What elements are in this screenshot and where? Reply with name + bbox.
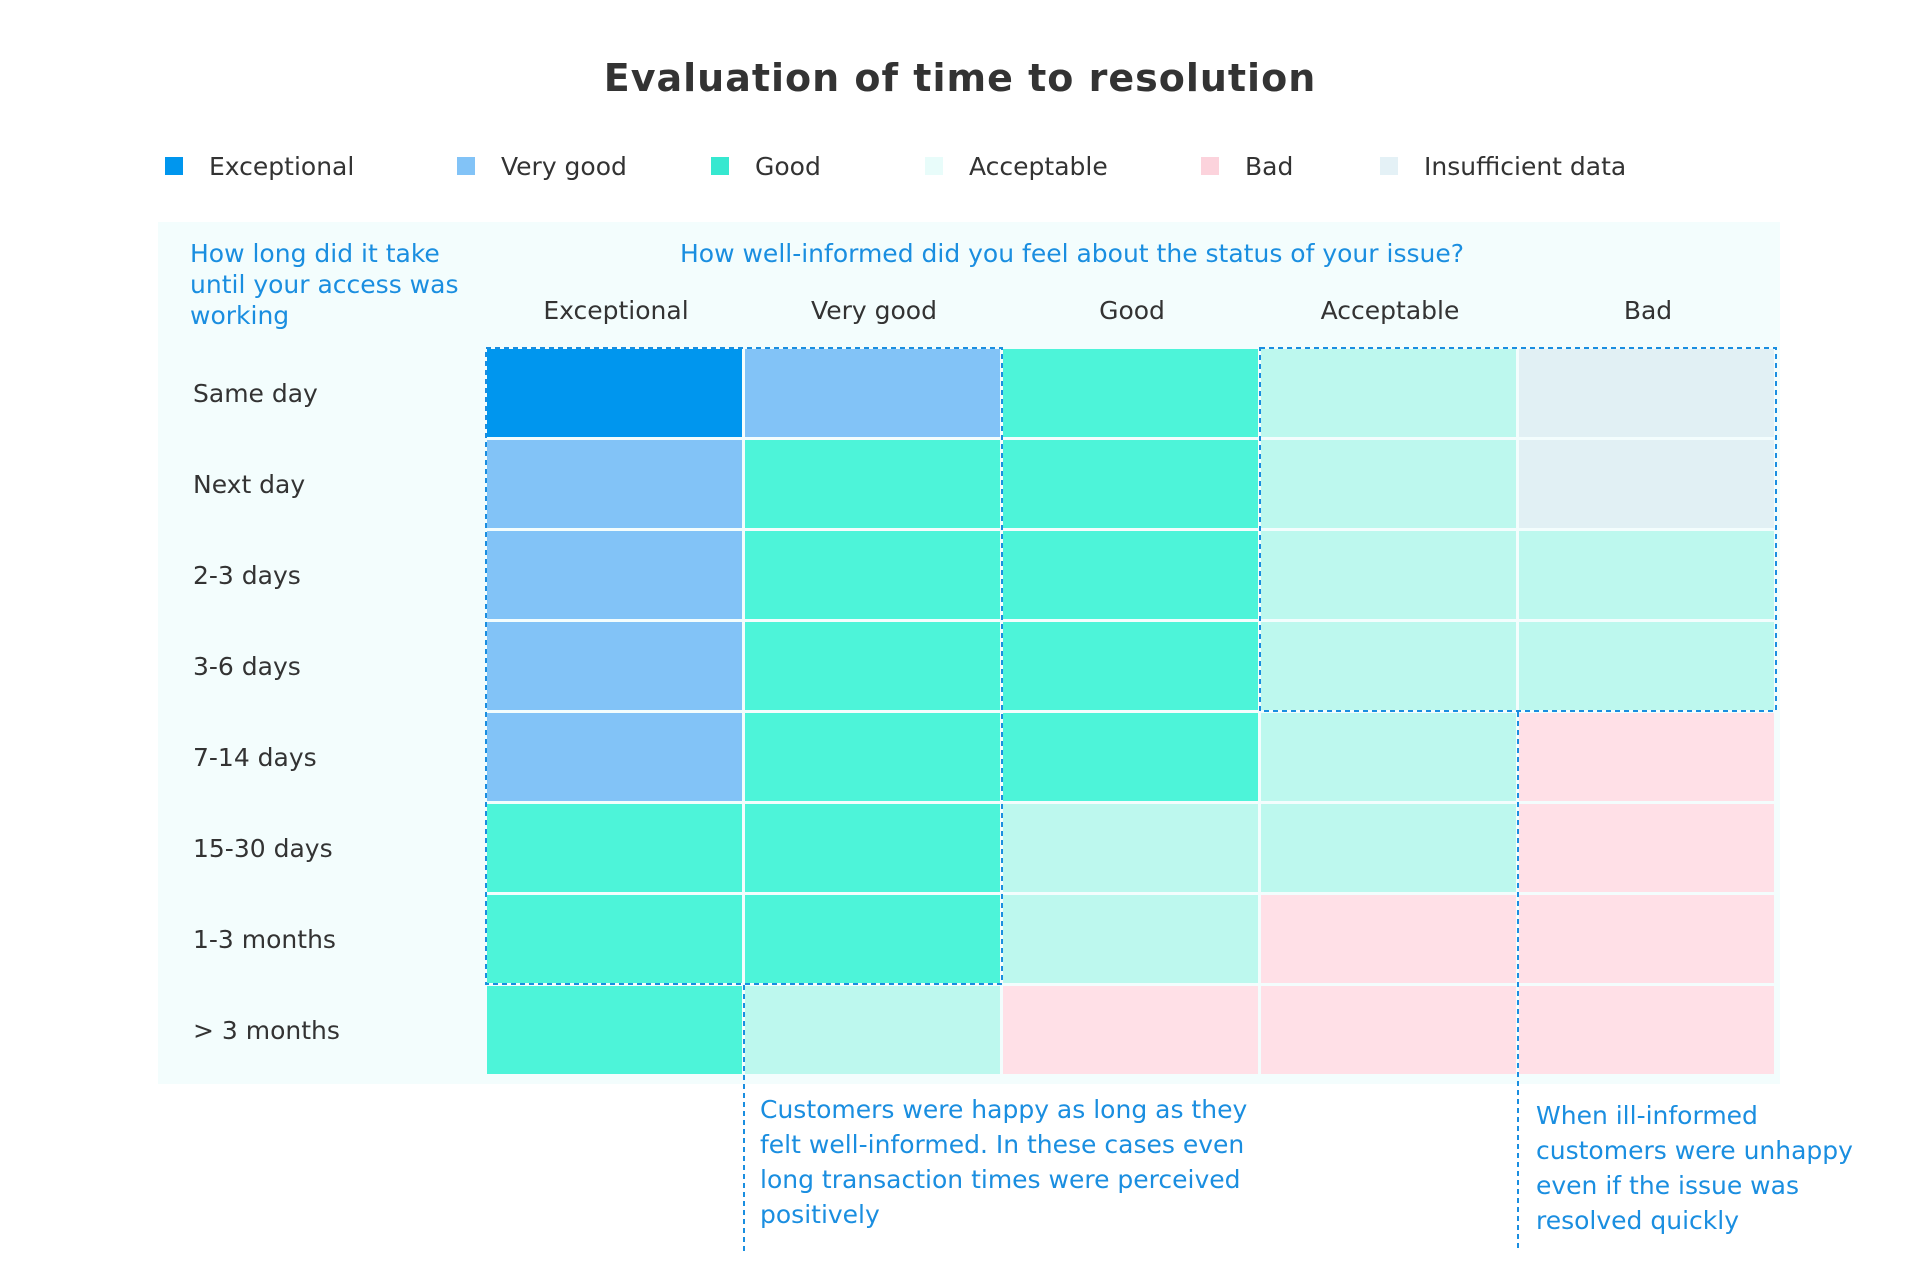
column-header: Bad xyxy=(1623,296,1673,325)
heatmap-cell xyxy=(1519,804,1774,892)
legend-label: Good xyxy=(755,151,821,181)
heatmap-cell xyxy=(487,986,742,1074)
legend-swatch xyxy=(1380,157,1398,175)
legend-swatch xyxy=(711,157,729,175)
heatmap-cell xyxy=(1519,622,1774,710)
heatmap-cell xyxy=(745,440,1000,528)
heatmap-cell xyxy=(487,440,742,528)
column-header: Very good xyxy=(811,296,937,325)
column-header: Acceptable xyxy=(1320,296,1460,325)
row-label: 3-6 days xyxy=(193,651,301,681)
heatmap-cell xyxy=(1003,895,1258,983)
heatmap-cell xyxy=(1003,622,1258,710)
heatmap-cell xyxy=(1003,440,1258,528)
heatmap-cell xyxy=(1261,531,1516,619)
heatmap-cell xyxy=(745,713,1000,801)
heatmap-cell xyxy=(1261,895,1516,983)
heatmap-cell xyxy=(1003,349,1258,437)
annotation-well-informed: Customers were happy as long as they fel… xyxy=(760,1095,1248,1229)
legend-swatch xyxy=(457,157,475,175)
heatmap-cell xyxy=(745,986,1000,1074)
legend-item-acceptable: Acceptable xyxy=(925,148,1108,184)
legend-item-good: Good xyxy=(711,148,821,184)
heatmap-cell xyxy=(1261,440,1516,528)
heatmap-cell xyxy=(1003,531,1258,619)
chart-title: Evaluation of time to resolution xyxy=(603,56,1317,100)
heatmap-cell xyxy=(745,531,1000,619)
heatmap-cell xyxy=(1519,713,1774,801)
legend-swatch xyxy=(165,157,183,175)
column-axis-label: How well-informed did you feel about the… xyxy=(680,239,1464,268)
heatmap-cell xyxy=(487,895,742,983)
heatmap-cell xyxy=(1519,531,1774,619)
column-header: Exceptional xyxy=(543,296,689,325)
annotation-ill-informed: When ill-informed customers were unhappy… xyxy=(1536,1101,1853,1235)
heatmap-cell xyxy=(487,531,742,619)
row-label: 2-3 days xyxy=(193,560,301,590)
heatmap-cell xyxy=(1261,986,1516,1074)
legend-label: Acceptable xyxy=(969,151,1108,181)
heatmap-cell xyxy=(745,895,1000,983)
legend-label: Bad xyxy=(1245,151,1294,181)
heatmap-cell xyxy=(487,804,742,892)
legend-item-bad: Bad xyxy=(1201,148,1293,184)
row-axis-label: How long did it take until your access w… xyxy=(190,239,459,330)
legend-item-insufficient: Insufficient data xyxy=(1380,148,1626,184)
legend: Exceptional Very good Good Acceptable Bad Ins… xyxy=(0,148,1920,188)
heatmap-cell xyxy=(745,349,1000,437)
heatmap-cell xyxy=(1519,349,1774,437)
row-label: 7-14 days xyxy=(193,742,317,772)
heatmap-cell xyxy=(1519,986,1774,1074)
heatmap-cell xyxy=(1003,713,1258,801)
row-label: Next day xyxy=(193,469,306,499)
heatmap-cell xyxy=(487,622,742,710)
heatmap-cell xyxy=(745,622,1000,710)
row-label: > 3 months xyxy=(193,1015,340,1045)
heatmap-cell xyxy=(487,349,742,437)
legend-label: Very good xyxy=(501,151,627,181)
heatmap-cell xyxy=(1261,622,1516,710)
legend-label: Insufficient data xyxy=(1424,151,1627,181)
column-header: Good xyxy=(1099,296,1165,325)
row-label: 15-30 days xyxy=(193,833,333,863)
heatmap-cell xyxy=(1261,804,1516,892)
heatmap-cell xyxy=(1003,804,1258,892)
legend-swatch xyxy=(925,157,943,175)
legend-item-exceptional: Exceptional xyxy=(165,148,354,184)
heatmap-cell xyxy=(487,713,742,801)
legend-label: Exceptional xyxy=(209,151,355,181)
heatmap-cell xyxy=(745,804,1000,892)
row-label: Same day xyxy=(193,378,318,408)
row-label: 1-3 months xyxy=(193,924,336,954)
heatmap-cell xyxy=(1519,895,1774,983)
heatmap-cell xyxy=(1261,713,1516,801)
legend-swatch xyxy=(1201,157,1219,175)
heatmap-cell xyxy=(1261,349,1516,437)
heatmap-cell xyxy=(1003,986,1258,1074)
heatmap-cell xyxy=(1519,440,1774,528)
legend-item-very-good: Very good xyxy=(457,148,627,184)
